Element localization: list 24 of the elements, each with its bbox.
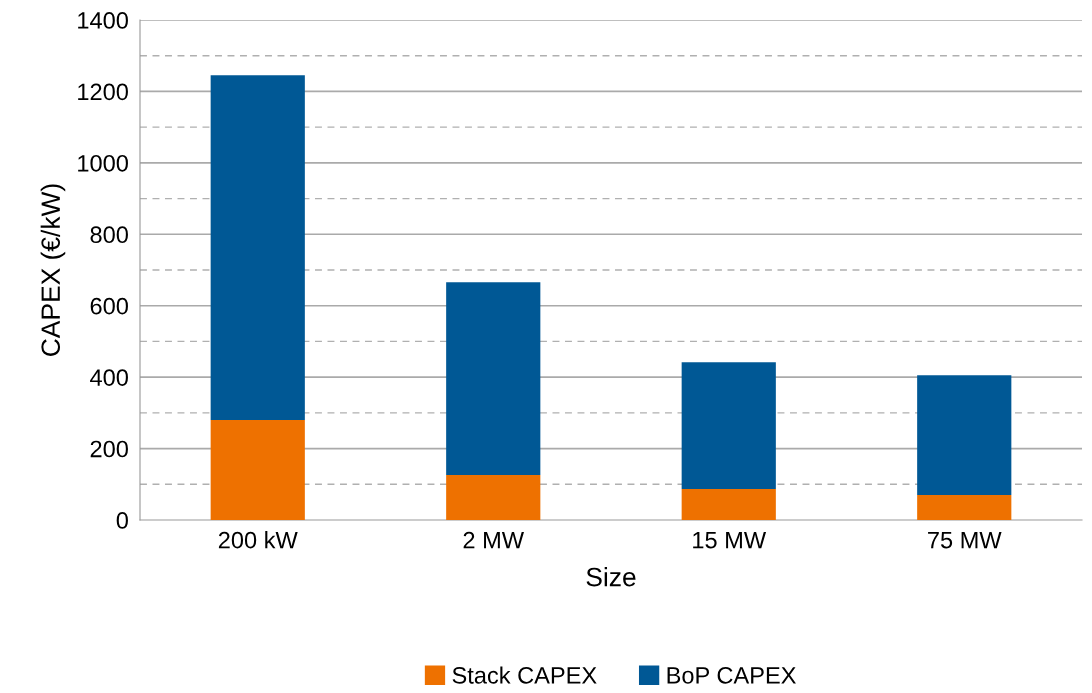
x-axis-title: Size — [586, 567, 636, 587]
y-tick-label: 0 — [116, 512, 128, 529]
y-tick-label: 1000 — [78, 154, 128, 172]
bar — [681, 362, 776, 489]
y-tick-label: 600 — [90, 297, 128, 315]
x-tick-label: 2 MW — [463, 531, 524, 549]
y-axis-title: CAPEX (€/kW) — [40, 184, 66, 356]
x-tick-label: 200 kW — [218, 531, 298, 549]
y-tick-label: 400 — [90, 369, 128, 386]
legend-label: Stack CAPEX — [452, 666, 597, 684]
x-tick-label: 75 MW — [928, 531, 1002, 549]
y-tick-label: 200 — [90, 440, 128, 458]
y-tick-label: 1400 — [78, 12, 128, 29]
bar — [210, 75, 305, 420]
bar — [917, 495, 1012, 520]
legend-label: BoP CAPEX — [667, 667, 796, 684]
bar — [446, 282, 541, 475]
bar — [210, 420, 305, 520]
bar — [446, 475, 541, 520]
y-tick-label: 1200 — [78, 83, 128, 101]
bar — [681, 488, 776, 520]
x-tick-label: 15 MW — [693, 531, 767, 549]
y-tick-label: 800 — [90, 226, 128, 244]
bar — [917, 375, 1012, 495]
